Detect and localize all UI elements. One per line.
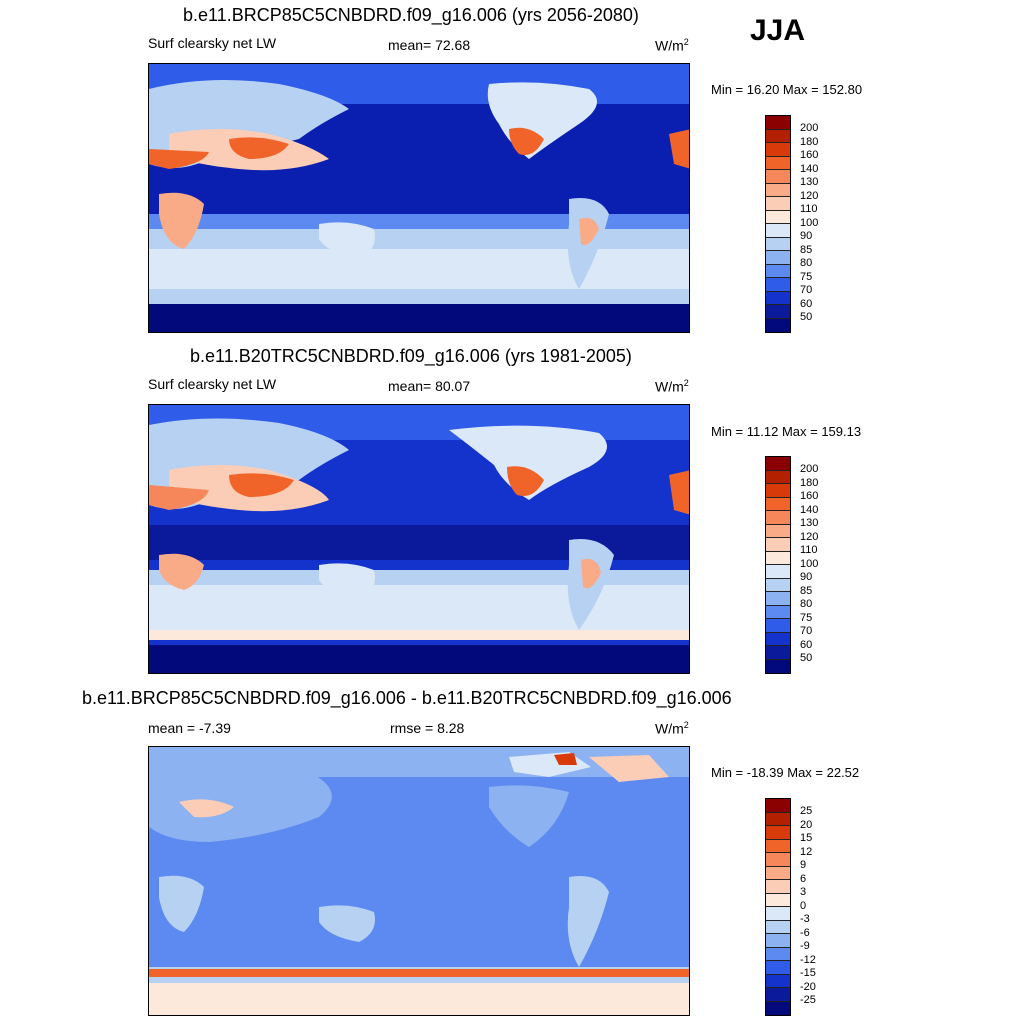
panel1-colorbar <box>765 115 791 333</box>
antarctic-band <box>149 645 689 673</box>
tick-label: 120 <box>800 189 819 202</box>
south-america-land <box>567 876 609 967</box>
tick-label: 180 <box>800 135 819 148</box>
tick-label: 180 <box>800 476 819 489</box>
panel3-map <box>148 746 690 1016</box>
panel2-map <box>148 404 690 674</box>
southern-ocean-hot-strip <box>149 969 689 977</box>
tick-label: 130 <box>800 517 819 529</box>
tick-label: 25 <box>800 805 813 817</box>
arctic-hot-spot <box>554 753 577 765</box>
panel1-variable-label: Surf clearsky net LW <box>148 35 277 51</box>
tick-label: 50 <box>800 311 813 323</box>
tick-label: 80 <box>800 598 813 610</box>
andes-warm <box>581 558 601 589</box>
tick-label: 130 <box>800 176 819 188</box>
tick-label: 75 <box>800 270 813 283</box>
panel1-minmax: Min = 16.20 Max = 152.80 <box>711 82 863 97</box>
season-label: JJA <box>750 14 806 47</box>
tick-label: 60 <box>800 297 813 310</box>
panel2-title: b.e11.B20TRC5CNBDRD.f09_g16.006 (yrs 198… <box>190 346 632 366</box>
panel2-variable-label: Surf clearsky net LW <box>148 376 277 392</box>
panel3-title: b.e11.BRCP85C5CNBDRD.f09_g16.006 - b.e11… <box>82 688 732 708</box>
tick-label: -15 <box>800 967 816 979</box>
panel3-units: W/m2 <box>655 720 689 737</box>
southern-warm-strip <box>149 630 689 640</box>
east-edge-hot <box>669 129 689 169</box>
panel1-title: b.e11.BRCP85C5CNBDRD.f09_g16.006 (yrs 20… <box>183 5 639 25</box>
south-africa-land <box>159 192 204 249</box>
tick-label: 90 <box>800 230 813 242</box>
australia-land <box>319 222 375 259</box>
tick-label: 140 <box>800 162 819 175</box>
tick-label: 50 <box>800 652 813 664</box>
tick-label: -3 <box>800 913 810 925</box>
tick-label: 0 <box>800 899 807 912</box>
tick-label: 160 <box>800 490 819 502</box>
north-america-land <box>449 425 607 500</box>
tick-label: 85 <box>800 243 813 256</box>
tick-label: 15 <box>800 832 813 844</box>
panel2-mean-label: mean= 80.07 <box>388 378 471 394</box>
tick-label: 20 <box>800 818 813 831</box>
tibet-hot <box>229 473 294 497</box>
south-africa-land <box>159 875 204 932</box>
tick-label: 3 <box>800 886 807 898</box>
sahara-hot <box>149 485 209 510</box>
tick-label: -12 <box>800 953 816 966</box>
panel1-units: W/m2 <box>655 37 689 54</box>
antarctic-band <box>149 983 689 1015</box>
andes-warm <box>579 217 599 245</box>
greenland-warm <box>589 755 669 782</box>
tick-label: 160 <box>800 149 819 161</box>
tick-label: 100 <box>800 216 819 229</box>
tibet-hot <box>229 137 289 159</box>
tick-label: -20 <box>800 980 816 993</box>
north-america-land <box>489 785 569 847</box>
tick-label: 85 <box>800 584 813 597</box>
eurasia-land <box>149 763 332 842</box>
sw-us-hot <box>509 127 544 155</box>
tick-label: 6 <box>800 872 807 885</box>
panel1-map <box>148 63 690 333</box>
panel3-mean-label: mean = -7.39 <box>148 720 231 736</box>
sahara-hot <box>149 149 209 169</box>
tick-label: 80 <box>800 257 813 269</box>
panel3-minmax: Min = -18.39 Max = 22.52 <box>711 765 860 780</box>
antarctic-band <box>149 304 689 332</box>
asia-warm-patch <box>179 799 234 818</box>
panel2-colorbar <box>765 456 791 674</box>
tick-label: 200 <box>800 122 819 134</box>
tick-label: 140 <box>800 503 819 516</box>
tick-label: 90 <box>800 571 813 583</box>
panel2-units: W/m2 <box>655 378 689 395</box>
tick-label: 110 <box>800 203 818 215</box>
australia-land <box>319 563 375 600</box>
tick-label: -9 <box>800 940 810 952</box>
southern-band-light <box>149 585 689 635</box>
tick-label: 75 <box>800 611 813 624</box>
tick-label: 100 <box>800 557 819 570</box>
south-africa-land <box>159 553 204 590</box>
tick-label: 60 <box>800 638 813 651</box>
tick-label: 70 <box>800 284 813 296</box>
east-edge-hot <box>669 470 689 515</box>
tick-label: 200 <box>800 463 819 475</box>
tick-label: 110 <box>800 544 818 556</box>
tick-label: -25 <box>800 994 816 1006</box>
tick-label: 12 <box>800 845 813 858</box>
australia-land <box>319 905 375 942</box>
tick-label: -6 <box>800 926 810 939</box>
sw-us-hot <box>507 466 544 496</box>
tick-label: 9 <box>800 859 807 871</box>
panel3-rmse-label: rmse = 8.28 <box>390 720 465 736</box>
panel2-minmax: Min = 11.12 Max = 159.13 <box>711 424 862 439</box>
panel3-colorbar <box>765 798 791 1016</box>
tick-label: 120 <box>800 530 819 543</box>
tick-label: 70 <box>800 625 813 637</box>
panel1-mean-label: mean= 72.68 <box>388 37 471 53</box>
southern-band-light <box>149 249 689 289</box>
